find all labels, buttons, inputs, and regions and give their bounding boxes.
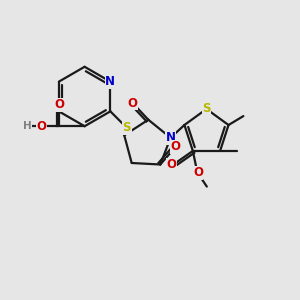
Text: O: O bbox=[167, 158, 176, 171]
Text: S: S bbox=[122, 121, 131, 134]
Text: O: O bbox=[128, 97, 138, 110]
Text: S: S bbox=[202, 103, 211, 116]
Text: O: O bbox=[171, 140, 181, 153]
Text: N: N bbox=[166, 131, 176, 144]
Text: H: H bbox=[23, 121, 32, 131]
Text: N: N bbox=[105, 75, 116, 88]
Text: O: O bbox=[193, 167, 203, 179]
Text: O: O bbox=[54, 98, 64, 111]
Text: O: O bbox=[37, 120, 46, 133]
